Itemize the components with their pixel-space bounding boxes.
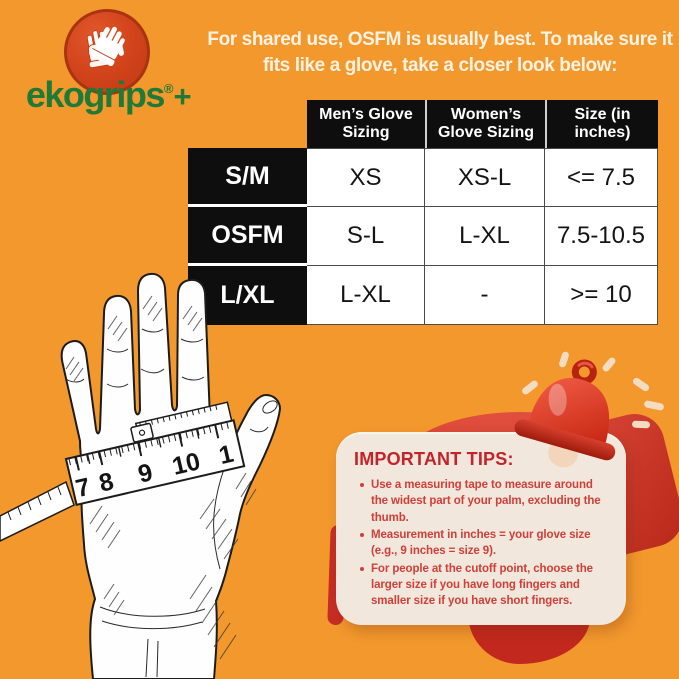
cell-osfm-mens: S-L [307,207,425,266]
brand-word: ekogrips [25,74,166,115]
tape-number: 8 [96,467,116,497]
intro-text: For shared use, OSFM is usually best. To… [207,29,673,76]
cell-lxl-mens: L-XL [307,266,425,325]
tips-title: IMPORTANT TIPS: [354,449,514,469]
measuring-tape-tail [0,480,75,542]
important-tips-box: IMPORTANT TIPS: Use a measuring tape to … [336,432,626,625]
cell-osfm-womens: L-XL [425,207,545,266]
cell-sm-mens: XS [307,148,425,207]
tip-item: Use a measuring tape to measure around t… [358,477,612,526]
ring-spark-icon [643,399,665,412]
ring-spark-icon [631,420,651,429]
cell-osfm-inches: 7.5-10.5 [545,207,658,266]
bell-icon [514,359,616,468]
cell-sm-womens: XS-L [425,148,545,207]
tip-item: Measurement in inches = your glove size … [358,527,612,560]
tape-number: 9 [135,458,155,488]
cell-lxl-womens: - [425,266,545,325]
cell-lxl-inches: >= 10 [545,266,658,325]
gloves-icon-graphic [86,26,125,69]
size-table: Men’s Glove Sizing Women’s Glove Sizing … [188,100,658,325]
brand-logo: ekogrips®+ [0,0,220,120]
tape-number: 7 [73,473,93,503]
cell-sm-inches: <= 7.5 [545,148,658,207]
brand-name: ekogrips®+ [6,74,210,116]
tape-number: 1 [216,440,236,470]
tip-item: For people at the cutoff point, choose t… [358,561,612,610]
tape-number: 10 [170,447,203,481]
registered-mark: ® [163,81,174,96]
brand-plus: + [173,79,192,114]
row-label-lxl: L/XL [188,266,307,325]
measuring-tape-band: 7 8 9 10 1 [64,401,246,506]
col-header-womens: Women’s Glove Sizing [425,100,545,148]
col-header-mens: Men’s Glove Sizing [307,100,425,148]
row-label-osfm: OSFM [188,207,307,266]
tips-list: Use a measuring tape to measure around t… [354,477,612,610]
gloves-icon [64,9,150,95]
col-header-inches: Size (in inches) [545,100,658,148]
row-label-sm: S/M [188,148,307,207]
hand-with-measuring-tape-icon: 7 8 9 10 1 [0,272,281,679]
